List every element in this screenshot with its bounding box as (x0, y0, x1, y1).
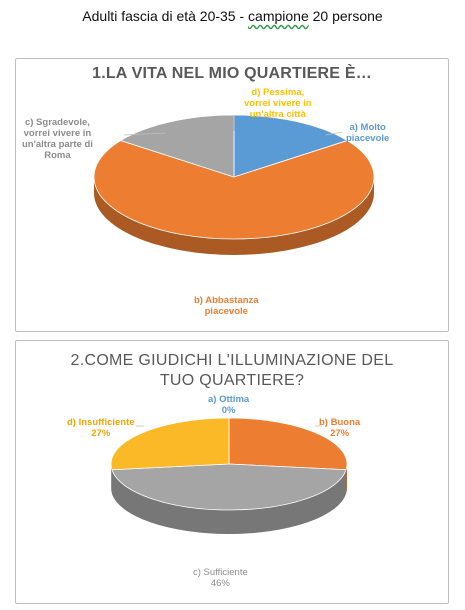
slice-label-insufficiente: d) Insufficiente 27% (67, 417, 135, 439)
pie-slice-side (111, 469, 347, 534)
header-text-before: Adulti fascia di età 20-35 - (82, 8, 249, 24)
slice-label-line: c) Sgradevole, (24, 117, 90, 128)
leader-line (123, 132, 167, 136)
pie-slice-side (111, 464, 112, 494)
slice-label-line: a) Ottima (208, 394, 250, 405)
chart-title-line: TUO QUARTIERE? (159, 372, 305, 389)
chart-title: 1.LA VITA NEL MIO QUARTIERE È… (92, 65, 372, 82)
slice-label-abbastanza-piacevole: b) Abbastanza piacevole (194, 295, 259, 317)
slice-label-line: 27% (330, 428, 350, 439)
slice-label-line: a) Molto (349, 122, 386, 133)
chart-title-line: 2.COME GIUDICHI L'ILLUMINAZIONE DEL (70, 352, 394, 369)
chart-panel-vita-quartiere: 1.LA VITA NEL MIO QUARTIERE È… a) Molto … (15, 58, 449, 332)
pie-slice (233, 114, 349, 178)
slice-label-sgradevole: c) Sgradevole, vorrei vivere in un'altra… (22, 117, 93, 161)
pie-chart-vita-quartiere (93, 114, 375, 255)
slice-label-line: un'altra parte di (22, 139, 93, 150)
slice-label-line: d) Insufficiente (67, 417, 135, 428)
pie-slice (228, 417, 348, 471)
pie-slice (93, 140, 375, 240)
pie-slice-side (346, 464, 347, 494)
slice-label-line: d) Pessima, (251, 87, 305, 98)
slice-label-line: c) Sufficiente (193, 567, 248, 578)
slice-label-sufficiente: c) Sufficiente 46% (193, 567, 248, 589)
page-header: Adulti fascia di età 20-35 - campione 20… (0, 8, 465, 24)
slice-label-line: 46% (210, 578, 230, 589)
slice-label-line: 0% (221, 405, 236, 416)
header-text-after: 20 persone (308, 8, 383, 24)
slice-label-line: b) Buona (319, 417, 361, 428)
slice-label-buona: b) Buona 27% (319, 417, 360, 439)
slice-label-line: un'altra città (249, 109, 306, 120)
slice-label-line: piacevole (204, 306, 248, 317)
chart-title: 2.COME GIUDICHI L'ILLUMINAZIONE DEL TUO … (16, 351, 448, 391)
pie-slice-side (94, 177, 374, 255)
slice-label-line: Roma (44, 150, 71, 161)
pie-slice (119, 114, 235, 178)
slice-label-line: vorrei vivere in (244, 98, 312, 109)
slice-label-ottima: a) Ottima 0% (208, 394, 249, 416)
pie-slice (110, 417, 230, 471)
slice-label-line: 27% (91, 428, 111, 439)
slice-label-line: b) Abbastanza (194, 295, 259, 306)
leader-line (325, 131, 343, 136)
slice-label-pessima: d) Pessima, vorrei vivere in un'altra ci… (244, 87, 312, 120)
chart-panel-illuminazione: 2.COME GIUDICHI L'ILLUMINAZIONE DEL TUO … (15, 340, 449, 604)
pie-chart-illuminazione (110, 417, 348, 534)
pie-slice (111, 463, 347, 511)
header-text-underlined: campione (248, 8, 309, 24)
slice-label-molto-piacevole: a) Molto piacevole (346, 122, 389, 144)
slice-label-line: vorrei vivere in (23, 128, 92, 139)
slice-label-line: piacevole (346, 133, 390, 144)
